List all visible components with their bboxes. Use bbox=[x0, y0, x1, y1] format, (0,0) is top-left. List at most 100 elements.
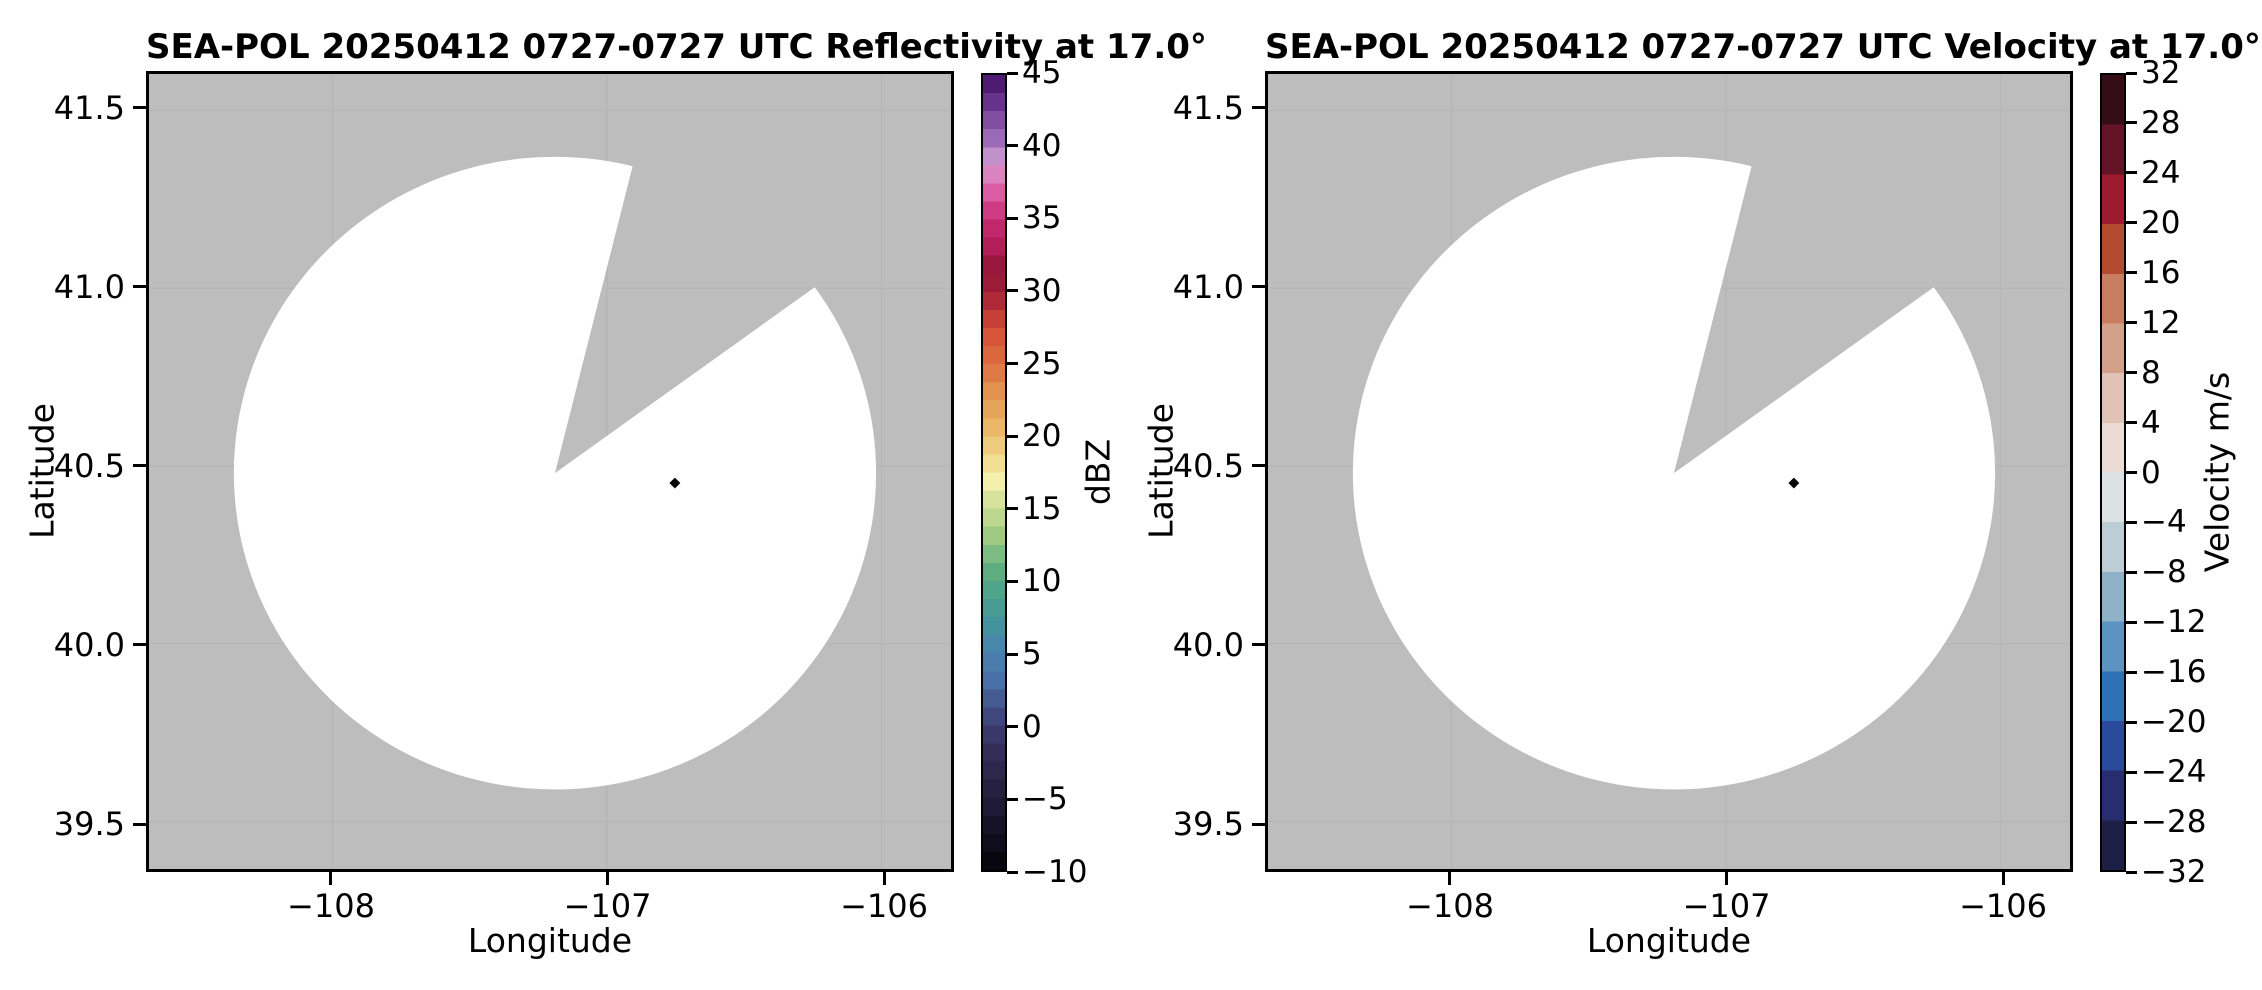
colorbar-tick-label: −4 bbox=[2141, 504, 2187, 541]
colorbar-tick bbox=[2126, 321, 2137, 325]
colorbar-tick bbox=[2126, 171, 2137, 175]
colorbar-tick-label: 28 bbox=[2141, 104, 2181, 141]
colorbar-tick bbox=[1007, 797, 1018, 801]
colorbar-tick bbox=[1007, 434, 1018, 438]
colorbar-tick bbox=[2126, 471, 2137, 474]
y-tick bbox=[1252, 822, 1265, 826]
colorbar-tick-label: −12 bbox=[2141, 604, 2207, 641]
scan-coverage-shape bbox=[1352, 156, 1996, 790]
colorbar-tick bbox=[1007, 71, 1018, 75]
colorbar-tick-label: 20 bbox=[2141, 204, 2181, 241]
y-tick bbox=[1252, 106, 1265, 110]
x-tick bbox=[1725, 872, 1729, 885]
x-tick bbox=[606, 872, 610, 885]
y-tick bbox=[1252, 643, 1265, 647]
colorbar-tick bbox=[2126, 620, 2137, 624]
colorbar bbox=[2100, 73, 2126, 872]
colorbar-tick-label: 0 bbox=[1022, 708, 1042, 745]
colorbar-tick bbox=[2126, 371, 2137, 375]
colorbar-tick bbox=[2126, 720, 2137, 724]
y-tick-label: 41.5 bbox=[53, 88, 125, 127]
x-tick-label: −107 bbox=[1682, 887, 1771, 925]
plot-area bbox=[1265, 71, 2073, 872]
plot-title: SEA-POL 20250412 0727-0727 UTC Reflectiv… bbox=[146, 27, 1207, 67]
colorbar-tick-label: 5 bbox=[1022, 636, 1042, 673]
colorbar-tick-label: 10 bbox=[1022, 563, 1062, 600]
colorbar-tick bbox=[1007, 289, 1018, 293]
y-tick bbox=[1252, 464, 1265, 468]
colorbar bbox=[981, 73, 1007, 872]
colorbar-tick-label: 8 bbox=[2141, 354, 2161, 391]
colorbar-tick bbox=[2126, 71, 2137, 75]
colorbar-tick bbox=[2126, 421, 2137, 425]
y-tick bbox=[133, 643, 146, 647]
x-tick-label: −107 bbox=[563, 887, 652, 925]
colorbar-tick bbox=[2126, 570, 2137, 574]
colorbar-tick-label: −24 bbox=[2141, 754, 2207, 791]
colorbar-tick bbox=[1007, 652, 1018, 656]
x-tick-label: −108 bbox=[287, 887, 375, 925]
colorbar-tick bbox=[2126, 820, 2137, 824]
y-tick-label: 40.5 bbox=[1172, 446, 1244, 485]
colorbar-tick bbox=[1007, 579, 1018, 583]
colorbar-tick-label: 30 bbox=[1022, 272, 1062, 309]
x-tick bbox=[1448, 872, 1452, 885]
colorbar-tick-label: 16 bbox=[2141, 254, 2181, 291]
colorbar-tick-label: 24 bbox=[2141, 154, 2181, 191]
y-tick-label: 40.0 bbox=[53, 625, 125, 664]
colorbar-tick-label: 25 bbox=[1022, 345, 1062, 382]
colorbar-tick-label: 45 bbox=[1022, 55, 1062, 91]
y-tick bbox=[133, 106, 146, 110]
plot-canvas bbox=[1268, 74, 2070, 869]
colorbar-tick bbox=[1007, 216, 1018, 220]
x-tick-label: −106 bbox=[840, 887, 928, 925]
plot-area bbox=[146, 71, 954, 872]
colorbar-tick bbox=[2126, 221, 2137, 225]
colorbar-tick bbox=[2126, 271, 2137, 275]
x-tick bbox=[329, 872, 333, 885]
y-tick bbox=[133, 822, 146, 826]
y-tick-label: 41.0 bbox=[53, 267, 125, 306]
y-tick-label: 40.0 bbox=[1172, 625, 1244, 664]
colorbar-tick-label: −10 bbox=[1022, 854, 1088, 890]
colorbar-tick-label: 12 bbox=[2141, 304, 2181, 341]
colorbar-tick bbox=[1007, 507, 1018, 511]
colorbar-tick bbox=[2126, 670, 2137, 674]
colorbar-tick-label: 20 bbox=[1022, 418, 1062, 455]
plot-canvas bbox=[149, 74, 951, 869]
y-tick-label: 40.5 bbox=[53, 446, 125, 485]
x-axis-label: Longitude bbox=[1586, 921, 1752, 960]
y-tick-label: 41.5 bbox=[1172, 88, 1244, 127]
colorbar-tick-label: −8 bbox=[2141, 554, 2187, 591]
colorbar-tick-label: 4 bbox=[2141, 404, 2161, 441]
colorbar-tick-label: −16 bbox=[2141, 654, 2207, 691]
colorbar-tick bbox=[2126, 520, 2137, 524]
colorbar-tick-label: −20 bbox=[2141, 704, 2207, 741]
colorbar-tick bbox=[1007, 725, 1018, 729]
colorbar-tick bbox=[2126, 770, 2137, 774]
colorbar-tick bbox=[1007, 870, 1018, 874]
y-tick bbox=[133, 464, 146, 468]
colorbar-tick-label: 32 bbox=[2141, 55, 2181, 91]
y-tick-label: 39.5 bbox=[53, 805, 125, 844]
x-tick bbox=[2001, 872, 2005, 885]
colorbar-tick-label: 40 bbox=[1022, 127, 1062, 164]
x-tick bbox=[882, 872, 886, 885]
colorbar-tick bbox=[2126, 121, 2137, 125]
colorbar-gradient bbox=[2102, 75, 2124, 870]
colorbar-gradient bbox=[983, 75, 1005, 870]
y-tick bbox=[1252, 285, 1265, 289]
colorbar-tick-label: −28 bbox=[2141, 804, 2207, 841]
y-tick bbox=[133, 285, 146, 289]
colorbar-tick-label: 35 bbox=[1022, 200, 1062, 237]
y-tick-label: 39.5 bbox=[1172, 805, 1244, 844]
panel-reflectivity: SEA-POL 20250412 0727-0727 UTC Reflectiv… bbox=[23, 27, 1207, 960]
x-tick-label: −108 bbox=[1406, 887, 1494, 925]
site-marker-diamond bbox=[669, 477, 681, 489]
scan-coverage-shape bbox=[233, 156, 877, 790]
colorbar-tick-label: −32 bbox=[2141, 854, 2207, 890]
plot-title: SEA-POL 20250412 0727-0727 UTC Velocity … bbox=[1265, 27, 2261, 67]
colorbar-tick-label: 0 bbox=[2141, 454, 2161, 491]
x-tick-label: −106 bbox=[1959, 887, 2047, 925]
